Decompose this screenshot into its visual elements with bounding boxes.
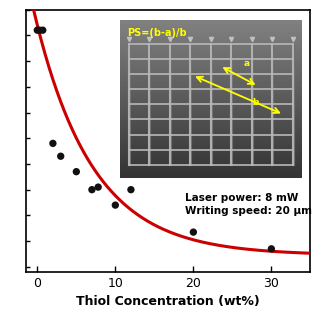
Point [74,169,79,174]
Point [128,187,133,192]
Point [37,28,42,33]
Point [35,28,40,33]
Point [191,229,196,235]
X-axis label: Thiol Concentration (wt%): Thiol Concentration (wt%) [76,295,260,308]
Text: Laser power: 8 mW
Writing speed: 20 μm: Laser power: 8 mW Writing speed: 20 μm [185,193,312,216]
Point [40,28,45,33]
Point [269,246,274,252]
Point [89,187,94,192]
Point [113,203,118,208]
Point [50,141,55,146]
Point [58,154,63,159]
Point [96,185,101,190]
